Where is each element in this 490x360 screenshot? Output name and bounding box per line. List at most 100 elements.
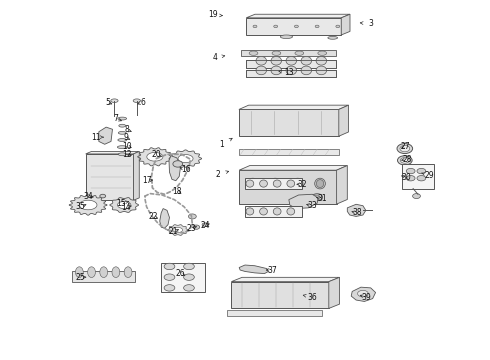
Bar [86,154,133,201]
Polygon shape [351,287,375,301]
Text: 25: 25 [75,273,85,282]
Ellipse shape [274,25,278,28]
Polygon shape [329,277,340,309]
Polygon shape [169,156,181,181]
Polygon shape [289,194,318,208]
Ellipse shape [292,178,303,189]
Bar [246,69,336,77]
Ellipse shape [273,180,281,187]
Polygon shape [239,166,347,170]
Polygon shape [160,208,170,228]
Ellipse shape [287,208,294,215]
Polygon shape [337,166,347,204]
Ellipse shape [336,25,340,28]
Ellipse shape [184,274,195,280]
Ellipse shape [202,223,208,226]
Ellipse shape [164,274,175,280]
Bar [245,206,302,217]
Text: 39: 39 [361,293,371,302]
Ellipse shape [253,25,257,28]
Ellipse shape [315,178,325,189]
Ellipse shape [286,57,296,65]
Polygon shape [173,228,183,233]
Ellipse shape [318,51,327,55]
Text: 29: 29 [424,171,434,180]
Text: 18: 18 [172,187,181,196]
Ellipse shape [316,57,327,65]
Ellipse shape [193,225,200,229]
Text: 21: 21 [168,227,178,236]
Text: 12: 12 [122,150,132,159]
Polygon shape [86,152,139,154]
Text: 22: 22 [148,212,158,221]
Polygon shape [339,105,348,136]
Text: 19: 19 [209,10,218,19]
Ellipse shape [249,51,258,55]
Text: 27: 27 [401,141,411,150]
Ellipse shape [271,180,279,188]
Ellipse shape [112,267,120,278]
Text: 36: 36 [307,293,317,302]
Ellipse shape [88,267,96,278]
Ellipse shape [260,208,268,215]
Ellipse shape [100,194,106,198]
Ellipse shape [280,35,293,39]
Bar [72,271,135,282]
Bar [231,282,329,309]
Polygon shape [239,265,269,274]
Ellipse shape [246,208,254,215]
Bar [246,69,336,77]
Polygon shape [69,195,107,215]
Ellipse shape [164,285,175,291]
Text: 32: 32 [298,180,307,189]
Text: 16: 16 [181,165,191,174]
Text: 24: 24 [200,221,210,230]
Ellipse shape [118,153,126,156]
Text: 3: 3 [368,19,373,28]
Text: 10: 10 [122,141,132,150]
Ellipse shape [295,51,304,55]
Text: 31: 31 [317,194,327,203]
Ellipse shape [118,139,126,141]
Text: 8: 8 [125,126,129,135]
Ellipse shape [256,57,267,65]
Text: 33: 33 [307,201,317,210]
Polygon shape [170,150,202,167]
Ellipse shape [294,180,301,188]
Ellipse shape [118,117,126,120]
Text: 17: 17 [142,176,151,185]
Bar [246,18,341,35]
Ellipse shape [272,51,281,55]
Text: 15: 15 [116,199,125,208]
Polygon shape [341,14,350,35]
Ellipse shape [400,145,410,152]
Ellipse shape [119,124,125,127]
Bar [239,170,337,204]
Polygon shape [239,105,348,109]
Ellipse shape [273,208,281,215]
Ellipse shape [189,214,196,219]
Ellipse shape [271,57,282,65]
Polygon shape [110,198,139,212]
Text: 4: 4 [212,53,217,62]
Text: 7: 7 [114,114,118,123]
Ellipse shape [117,146,127,149]
Bar [161,262,204,292]
Ellipse shape [124,267,132,278]
Ellipse shape [111,99,118,103]
Text: 38: 38 [352,208,362,217]
Polygon shape [118,201,131,208]
Text: 2: 2 [216,170,220,179]
Bar [402,164,434,189]
Bar [242,50,336,57]
Polygon shape [133,152,139,201]
Ellipse shape [413,194,420,199]
Text: 6: 6 [140,98,145,107]
Ellipse shape [271,66,282,75]
Polygon shape [79,200,97,210]
Ellipse shape [417,168,426,174]
Text: 26: 26 [176,269,186,278]
Ellipse shape [314,195,320,199]
Text: 34: 34 [83,192,93,201]
Text: 13: 13 [284,68,294,77]
